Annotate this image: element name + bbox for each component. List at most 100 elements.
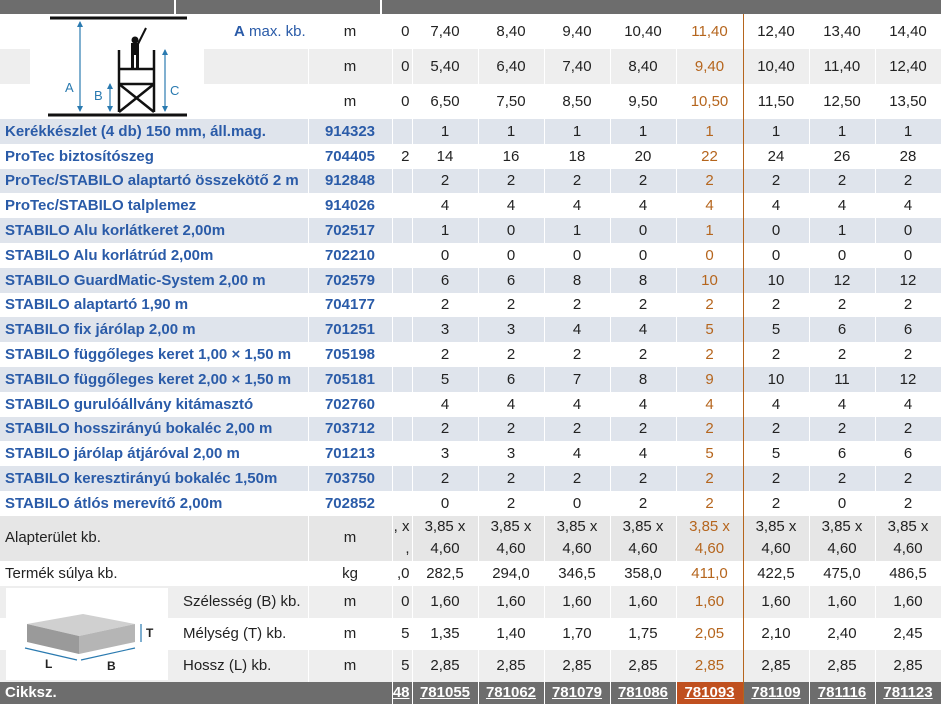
item-value: 2	[743, 168, 810, 194]
dimension-value: 12,40	[743, 14, 810, 49]
packaging-label-cell: Szélesség (B) kb. T L B	[0, 585, 309, 680]
packaging-value: 2,45	[875, 617, 941, 650]
dimension-value: 5,40	[412, 49, 479, 84]
item-value: 2	[412, 466, 479, 491]
item-name-link[interactable]: STABILO alaptartó 1,90 m	[0, 292, 309, 318]
item-value: 0	[743, 218, 810, 243]
item-value: 14	[412, 143, 479, 169]
svg-text:B: B	[94, 88, 103, 103]
item-name-link[interactable]: STABILO Alu korlátkeret 2,00m	[0, 218, 309, 243]
area-value-line: 3,85 x	[821, 518, 863, 536]
item-value: 4	[412, 391, 479, 417]
packaging-value: 2,40	[809, 617, 876, 650]
table-top-bar	[0, 0, 941, 14]
item-code: 705198	[308, 342, 393, 367]
article-number-link[interactable]: 781086	[610, 681, 677, 704]
packaging-value: 2,85	[544, 649, 611, 682]
item-value: 2	[809, 416, 876, 442]
article-number-link[interactable]: 781062	[478, 681, 545, 704]
article-number-link[interactable]: 781055	[412, 681, 479, 704]
clipped-value	[392, 466, 413, 491]
article-number-link[interactable]: 781116	[809, 681, 876, 704]
item-name-link[interactable]: STABILO fix járólap 2,00 m	[0, 317, 309, 343]
item-code: 702210	[308, 242, 393, 268]
item-value: 2	[675, 466, 744, 491]
item-value: 1	[610, 119, 677, 144]
area-value: 3,85 x 4,60	[478, 515, 545, 561]
weight-value: 294,0	[478, 560, 545, 586]
item-value: 2	[743, 342, 810, 367]
item-value: 20	[610, 143, 677, 169]
area-value: 3,85 x 4,60	[809, 515, 876, 561]
item-value: 18	[544, 143, 611, 169]
packaging-value: 1,35	[412, 617, 479, 650]
area-value-line: 4,60	[827, 540, 857, 558]
item-value: 2	[478, 168, 545, 194]
clipped-value	[392, 242, 413, 268]
item-name-link[interactable]: STABILO GuardMatic-System 2,00 m	[0, 267, 309, 293]
article-number-link[interactable]: 781109	[743, 681, 810, 704]
packaging-value: 1,60	[875, 585, 941, 618]
unit-label: m	[308, 14, 393, 49]
item-name-link[interactable]: STABILO járólap átjáróval 2,00 m	[0, 441, 309, 467]
dimension-value: 6,50	[412, 84, 479, 119]
clipped-value: 0	[392, 84, 413, 119]
dimension-value: 11,40	[675, 14, 744, 49]
item-name-link[interactable]: STABILO keresztirányú bokaléc 1,50m	[0, 466, 309, 491]
item-value: 2	[610, 416, 677, 442]
item-value: 2	[809, 342, 876, 367]
item-name-link[interactable]: STABILO átlós merevítő 2,00m	[0, 490, 309, 516]
area-row: Alapterület kb. m, x , 3,85 x 4,60 3,85 x 4,6…	[0, 515, 941, 561]
item-value: 6	[875, 441, 941, 467]
item-value: 8	[610, 267, 677, 293]
item-value: 2	[743, 292, 810, 318]
item-code: 701251	[308, 317, 393, 343]
packaging-value: 1,60	[544, 585, 611, 618]
weight-row: Termék súlya kb. kg ,0 282,5 294,0 346,5 358,0…	[0, 560, 941, 586]
packaging-value: 1,60	[809, 585, 876, 618]
dimension-value: 8,40	[610, 49, 677, 84]
item-value: 3	[412, 317, 479, 343]
item-name-link[interactable]: ProTec/STABILO talplemez	[0, 193, 309, 219]
item-value: 2	[875, 466, 941, 491]
area-value: 3,85 x 4,60	[743, 515, 810, 561]
item-name-link[interactable]: STABILO függőleges keret 2,00 × 1,50 m	[0, 366, 309, 392]
item-value: 2	[478, 490, 545, 516]
item-name-link[interactable]: ProTec biztosítószeg	[0, 143, 309, 169]
article-number-link[interactable]: 781123	[875, 681, 941, 704]
item-value: 2	[478, 292, 545, 318]
item-code: 701213	[308, 441, 393, 467]
dimension-row: A B C A max. kb. m 0 7,40 8,40 9,40 10,40 11,40…	[0, 14, 941, 119]
dimension-text: max. kb.	[244, 23, 306, 40]
box-dimension-image: T L B	[24, 613, 154, 673]
item-value: 4	[610, 391, 677, 417]
item-value: 4	[544, 391, 611, 417]
article-number-link[interactable]: 781079	[544, 681, 611, 704]
table-row: Kerékkészlet (4 db) 150 mm, áll.mag. 9143…	[0, 119, 941, 144]
item-value: 2	[675, 416, 744, 442]
item-name-link[interactable]: Kerékkészlet (4 db) 150 mm, áll.mag.	[0, 119, 309, 144]
area-value-line: 4,60	[694, 540, 725, 558]
clipped-value: 0	[392, 14, 413, 49]
article-number-link[interactable]: 781093	[675, 681, 744, 704]
packaging-value: 2,85	[809, 649, 876, 682]
clipped-value	[392, 342, 413, 367]
unit-label: kg	[308, 560, 393, 586]
item-name-link[interactable]: STABILO Alu korlátrúd 2,00m	[0, 242, 309, 268]
item-name-link[interactable]: STABILO gurulóállvány kitámasztó	[0, 391, 309, 417]
item-name-link[interactable]: STABILO hosszirányú bokaléc 2,00 m	[0, 416, 309, 442]
area-value-line: 4,60	[761, 540, 791, 558]
item-value: 0	[610, 242, 677, 268]
table-row: STABILO keresztirányú bokaléc 1,50m 70375…	[0, 466, 941, 491]
scaffold-diagram-image: A B C	[48, 16, 187, 117]
dimension-value: 6,40	[478, 49, 545, 84]
item-code: 703750	[308, 466, 393, 491]
item-name-link[interactable]: ProTec/STABILO alaptartó összekötő 2 m	[0, 168, 309, 194]
item-value: 4	[478, 193, 545, 219]
item-value: 0	[478, 218, 545, 243]
table-row: STABILO Alu korlátkeret 2,00m 702517 1 0 1 0 1…	[0, 218, 941, 243]
dimension-value: 9,40	[544, 14, 611, 49]
item-value: 26	[809, 143, 876, 169]
clipped-value	[392, 317, 413, 343]
item-name-link[interactable]: STABILO függőleges keret 1,00 × 1,50 m	[0, 342, 309, 367]
